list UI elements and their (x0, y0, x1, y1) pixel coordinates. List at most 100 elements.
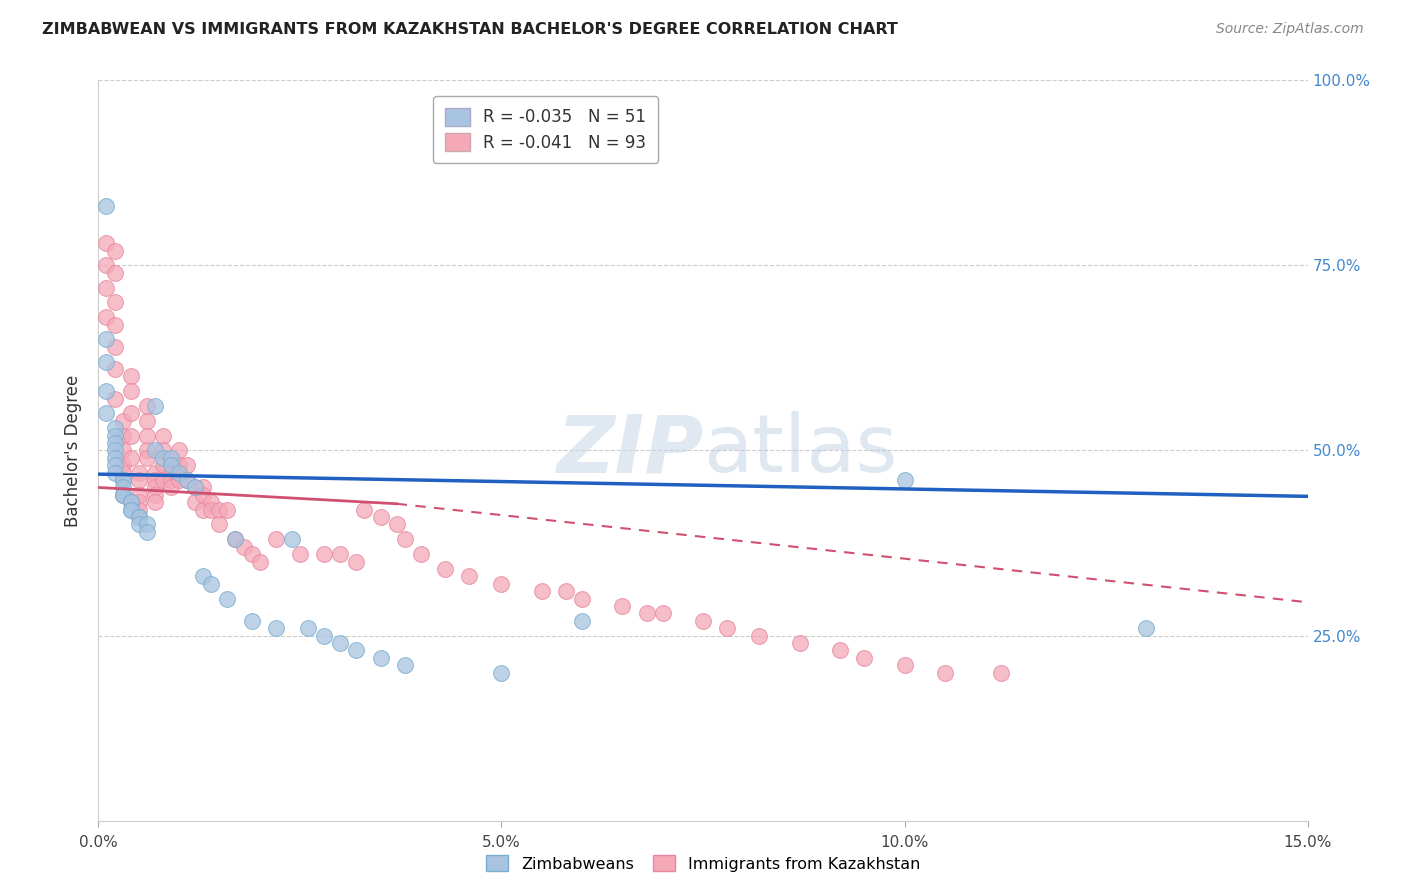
Point (135, 414, 157, 428)
Point (143, 488, 166, 502)
Point (789, 636, 811, 650)
Point (103, 340, 125, 354)
Point (716, 621, 738, 635)
Point (120, 495, 142, 509)
Point (160, 480, 183, 494)
Point (128, 488, 150, 502)
Point (394, 658, 416, 673)
Point (167, 443, 190, 458)
Point (111, 458, 134, 473)
Point (143, 480, 166, 494)
Point (152, 473, 174, 487)
Point (193, 502, 215, 516)
Point (128, 510, 150, 524)
Point (111, 414, 134, 428)
Point (748, 628, 770, 642)
Text: ZIP: ZIP (555, 411, 703, 490)
Point (120, 502, 142, 516)
Point (409, 547, 432, 561)
Point (152, 443, 174, 458)
Point (224, 533, 246, 547)
Point (120, 384, 142, 399)
Point (103, 458, 125, 473)
Point (176, 473, 198, 487)
Point (143, 495, 166, 509)
Point (160, 473, 183, 487)
Point (135, 428, 157, 442)
Point (200, 495, 222, 509)
Point (96, 236, 118, 251)
Point (434, 562, 457, 576)
Point (344, 555, 367, 569)
Point (200, 576, 222, 591)
Point (135, 524, 157, 539)
Point (152, 428, 174, 442)
Point (96, 332, 118, 346)
Point (103, 428, 125, 442)
Point (264, 621, 287, 635)
Point (571, 614, 593, 628)
Point (120, 369, 142, 384)
Point (828, 643, 851, 657)
Point (96, 310, 118, 325)
Point (103, 421, 125, 435)
Point (491, 576, 513, 591)
Point (128, 502, 150, 516)
Point (111, 488, 134, 502)
Point (184, 480, 207, 494)
Point (96, 199, 118, 213)
Point (103, 450, 125, 465)
Text: Source: ZipAtlas.com: Source: ZipAtlas.com (1216, 22, 1364, 37)
Point (636, 607, 658, 621)
Point (329, 636, 352, 650)
Point (232, 540, 254, 554)
Point (612, 599, 634, 613)
Point (160, 466, 183, 480)
Point (152, 450, 174, 465)
Point (96, 354, 118, 368)
Point (1135, 621, 1157, 635)
Point (135, 399, 157, 413)
Point (394, 533, 416, 547)
Point (111, 473, 134, 487)
Point (530, 584, 553, 599)
Point (224, 533, 246, 547)
Point (370, 650, 392, 665)
Point (184, 480, 207, 494)
Point (111, 443, 134, 458)
Point (370, 510, 392, 524)
Point (96, 384, 118, 399)
Y-axis label: Bachelor's Degree: Bachelor's Degree (65, 375, 83, 526)
Point (297, 621, 319, 635)
Point (184, 495, 207, 509)
Point (249, 555, 271, 569)
Point (120, 495, 142, 509)
Point (893, 473, 915, 487)
Point (193, 569, 215, 583)
Point (143, 399, 166, 413)
Point (167, 458, 190, 473)
Point (193, 488, 215, 502)
Point (458, 569, 481, 583)
Point (217, 502, 239, 516)
Point (120, 502, 142, 516)
Point (96, 259, 118, 273)
Point (103, 436, 125, 450)
Point (281, 533, 304, 547)
Point (314, 547, 336, 561)
Point (240, 547, 263, 561)
Point (103, 244, 125, 258)
Point (111, 473, 134, 487)
Point (111, 488, 134, 502)
Text: ZIMBABWEAN VS IMMIGRANTS FROM KAZAKHSTAN BACHELOR'S DEGREE CORRELATION CHART: ZIMBABWEAN VS IMMIGRANTS FROM KAZAKHSTAN… (42, 22, 898, 37)
Point (120, 428, 142, 442)
Point (264, 533, 287, 547)
Point (103, 266, 125, 280)
Point (96, 280, 118, 294)
Point (160, 458, 183, 473)
Point (208, 517, 231, 532)
Point (990, 665, 1012, 680)
Point (128, 473, 150, 487)
Point (111, 488, 134, 502)
Point (217, 591, 239, 606)
